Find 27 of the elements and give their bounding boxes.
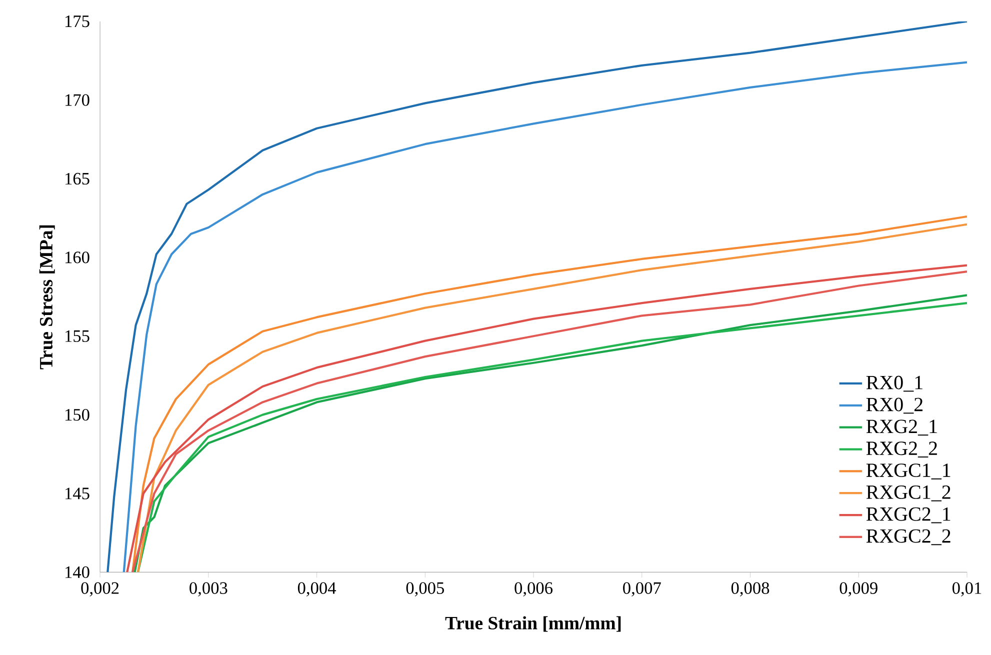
legend-label: RXGC1_1 <box>866 464 950 480</box>
x-tick-label: 0,003 <box>190 582 228 596</box>
x-tick-label: 0,002 <box>81 582 119 596</box>
x-tick-label: 0,008 <box>731 582 770 596</box>
x-tick-label: 0,007 <box>623 582 661 596</box>
y-axis-title: True Stress [MPa] <box>39 225 55 370</box>
x-tick-label: 0,009 <box>840 582 878 596</box>
legend-label: RX0_1 <box>866 376 922 392</box>
y-tick-label: 140 <box>66 566 90 578</box>
legend-label: RXG2_2 <box>866 442 937 458</box>
legend-label: RX0_2 <box>866 398 922 414</box>
y-tick-label: 155 <box>66 330 90 342</box>
x-tick-label: 0,006 <box>514 582 553 596</box>
legend-label: RXG2_1 <box>866 420 937 436</box>
x-tick-label: 0,004 <box>298 582 336 596</box>
y-tick-label: 160 <box>66 252 90 264</box>
x-axis-title: True Strain [mm/mm] <box>445 616 621 632</box>
x-tick-label: 0,005 <box>406 582 444 596</box>
y-tick-label: 145 <box>66 488 90 500</box>
y-tick-label: 170 <box>66 94 90 106</box>
legend-label: RXGC2_2 <box>866 529 950 546</box>
legend-label: RXGC1_2 <box>866 486 950 502</box>
y-tick-label: 165 <box>66 172 90 185</box>
y-tick-label: 150 <box>66 409 90 421</box>
legend-label: RXGC2_1 <box>866 507 950 524</box>
y-tick-label: 175 <box>66 16 90 28</box>
x-tick-label: 0,01 <box>952 582 982 596</box>
